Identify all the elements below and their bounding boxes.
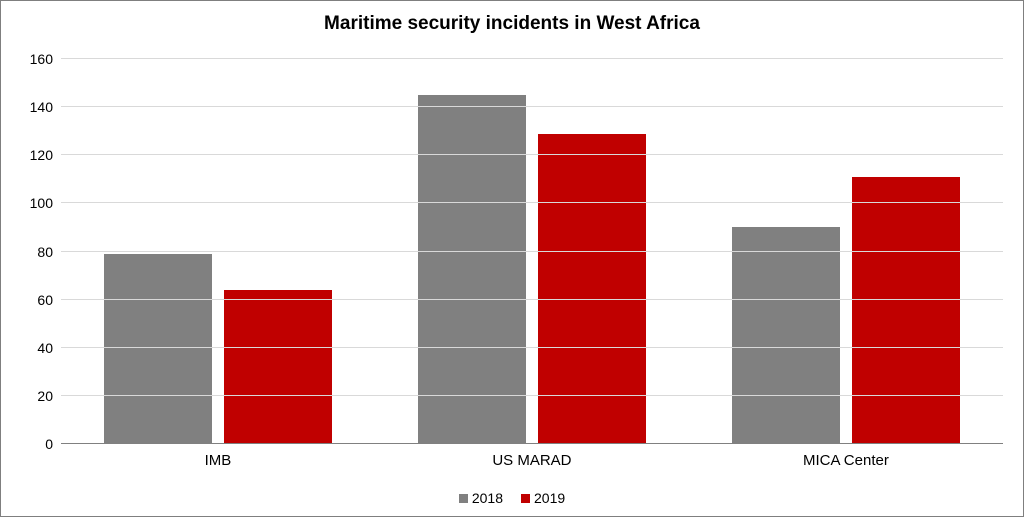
bar xyxy=(104,254,212,444)
bar xyxy=(418,95,526,444)
y-tick-label: 100 xyxy=(30,195,61,211)
legend-item: 2019 xyxy=(521,490,565,506)
legend-swatch xyxy=(521,494,530,503)
gridline xyxy=(61,202,1003,203)
bar xyxy=(538,134,646,444)
bar xyxy=(852,177,960,444)
gridline xyxy=(61,299,1003,300)
legend-label: 2018 xyxy=(472,490,503,506)
legend-label: 2019 xyxy=(534,490,565,506)
gridline xyxy=(61,106,1003,107)
gridline xyxy=(61,395,1003,396)
bar xyxy=(224,290,332,444)
y-tick-label: 0 xyxy=(45,436,61,452)
gridline xyxy=(61,251,1003,252)
chart-title: Maritime security incidents in West Afri… xyxy=(1,13,1023,35)
y-tick-label: 80 xyxy=(37,244,61,260)
plot-area: 020406080100120140160IMBUS MARADMICA Cen… xyxy=(61,59,1003,444)
y-tick-label: 160 xyxy=(30,51,61,67)
y-tick-label: 140 xyxy=(30,99,61,115)
x-category-label: US MARAD xyxy=(492,444,571,469)
y-tick-label: 40 xyxy=(37,340,61,356)
gridline xyxy=(61,347,1003,348)
y-tick-label: 20 xyxy=(37,388,61,404)
legend-swatch xyxy=(459,494,468,503)
x-category-label: MICA Center xyxy=(803,444,889,469)
chart-frame: Maritime security incidents in West Afri… xyxy=(0,0,1024,517)
gridline xyxy=(61,154,1003,155)
y-tick-label: 120 xyxy=(30,147,61,163)
legend: 2018 2019 xyxy=(1,490,1023,506)
legend-item: 2018 xyxy=(459,490,503,506)
y-tick-label: 60 xyxy=(37,292,61,308)
x-category-label: IMB xyxy=(205,444,232,469)
gridline xyxy=(61,58,1003,59)
bar xyxy=(732,227,840,444)
bars-layer xyxy=(61,59,1003,444)
